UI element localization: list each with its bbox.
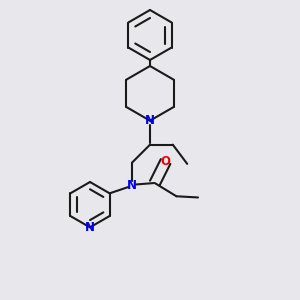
Text: N: N (145, 114, 155, 127)
Text: O: O (160, 155, 171, 168)
Text: N: N (127, 179, 137, 192)
Text: N: N (85, 221, 95, 234)
